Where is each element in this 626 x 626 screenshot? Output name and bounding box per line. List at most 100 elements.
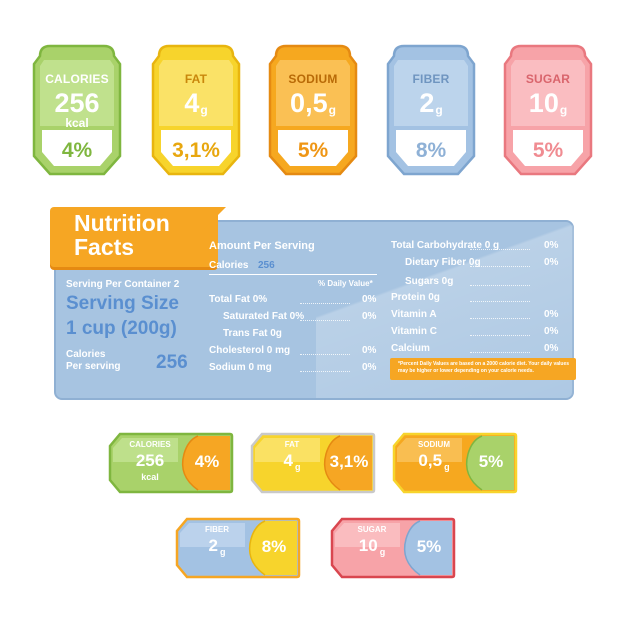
nutrient-row-label: Calcium — [391, 343, 430, 354]
badge-value-unit: g — [559, 103, 568, 117]
title-tab-fold — [204, 207, 226, 229]
nutrient-row-label: Dietary Fiber 0g — [405, 257, 481, 268]
badge-shield-sugar — [503, 44, 593, 176]
nutrient-row-label: Sodium 0 mg — [209, 362, 272, 373]
row-leader-dots — [300, 303, 350, 304]
calories-row-value: 256 — [258, 260, 275, 271]
row-leader-dots — [470, 285, 530, 286]
pill-percent: 4% — [194, 452, 220, 471]
nutrition-facts-title-box: Nutrition Facts — [50, 207, 218, 267]
badge-sodium: SODIUM 0,5g 5% — [268, 44, 358, 178]
pill-shape-fat — [250, 432, 376, 494]
pill-value: 0,5 g — [406, 451, 462, 472]
badge-label: CALORIES — [45, 72, 109, 86]
pill-value: 10 g — [344, 536, 400, 557]
pill-unit: g — [219, 547, 226, 558]
badge-label: FIBER — [412, 72, 450, 86]
nutrient-row-label: Sugars 0g — [405, 276, 454, 287]
pill-label: FIBER — [205, 525, 229, 534]
pill-unit: g — [444, 462, 450, 473]
pill-shape-sodium — [392, 432, 518, 494]
badge-value: 0,5g — [268, 88, 358, 119]
nutrient-row-percent: 0% — [362, 294, 377, 305]
pill-sodium: SODIUM 0,5 g 5% — [392, 432, 518, 494]
nutrient-row-percent: 0% — [544, 309, 559, 320]
badge-fat: FAT 4g 3,1% — [151, 44, 241, 178]
nutrient-row-percent: 0% — [544, 257, 559, 268]
pill-unit: g — [379, 547, 386, 558]
pill-percent: 5% — [416, 537, 442, 556]
badge-unit: kcal — [65, 116, 89, 130]
nutrient-row-label: Trans Fat 0g — [223, 328, 282, 339]
nutrient-row-percent: 0% — [544, 326, 559, 337]
serving-size-value: 1 cup (200g) — [66, 318, 177, 339]
nutrient-row-percent: 0% — [362, 362, 377, 373]
pill-unit: kcal — [141, 472, 159, 482]
pill-label: FAT — [284, 440, 300, 449]
calories-label-line-1: Calories — [66, 349, 106, 360]
row-leader-dots — [470, 266, 530, 267]
divider-line — [209, 274, 377, 275]
badge-label: SUGAR — [525, 72, 571, 86]
pill-label: CALORIES — [129, 440, 171, 449]
badge-shield-calories — [32, 44, 122, 176]
nutrient-row-percent: 0% — [544, 343, 559, 354]
badge-calories: CALORIES 256 kcal 4% — [32, 44, 122, 178]
row-leader-dots — [300, 371, 350, 372]
row-leader-dots — [470, 249, 530, 250]
pill-percent: 3,1% — [329, 452, 369, 471]
badge-value-unit: g — [435, 103, 443, 117]
row-leader-dots — [300, 320, 350, 321]
badge-value-unit: g — [200, 103, 208, 117]
badge-shield-fiber — [386, 44, 476, 176]
badge-shield-sodium — [268, 44, 358, 176]
pill-value-number: 0,5 — [418, 451, 443, 470]
badge-value-number: 0,5 — [290, 88, 328, 118]
nutrient-row-label: Vitamin C — [391, 326, 437, 337]
pill-fat: FAT 4 g 3,1% — [250, 432, 376, 494]
nutrient-row-percent: 0% — [544, 240, 559, 251]
row-leader-dots — [470, 318, 530, 319]
calories-row-label: Calories — [209, 260, 249, 271]
badge-value: 4g — [151, 88, 241, 119]
pill-label: SODIUM — [418, 440, 450, 449]
serving-per-container: Serving Per Container 2 — [66, 279, 180, 290]
badge-percent: 3,1% — [172, 139, 220, 162]
badge-sugar: SUGAR 10g 5% — [503, 44, 593, 178]
nutrient-row-label: Vitamin A — [391, 309, 437, 320]
badge-fiber: FIBER 2g 8% — [386, 44, 476, 178]
calories-label-line-2: Per serving — [66, 361, 121, 372]
pill-value: 256 — [122, 451, 178, 471]
footnote-box: *Percent Daily Values are based on a 200… — [390, 358, 576, 380]
badge-percent: 5% — [532, 139, 564, 162]
row-leader-dots — [470, 335, 530, 336]
row-leader-dots — [470, 301, 530, 302]
calories-per-serving-value: 256 — [156, 352, 188, 373]
pill-shape-sugar — [330, 517, 456, 579]
pill-value-number: 4 — [283, 451, 293, 470]
badge-value-number: 2 — [419, 88, 435, 118]
pill-value-number: 10 — [358, 536, 378, 555]
badge-percent: 8% — [415, 139, 447, 162]
title-line-1: Nutrition — [74, 210, 170, 236]
nutrient-row-label: Cholesterol 0 mg — [209, 345, 291, 356]
amount-per-serving: Amount Per Serving — [209, 240, 315, 252]
nutrient-row-percent: 0% — [362, 311, 377, 322]
pill-fiber: FIBER 2 g 8% — [175, 517, 301, 579]
nutrient-row-percent: 0% — [362, 345, 377, 356]
title-line-2: Facts — [74, 234, 135, 260]
pill-shape-calories — [108, 432, 234, 494]
badge-value-number: 256 — [54, 88, 100, 118]
badge-value-number: 4 — [184, 88, 200, 118]
nutrition-facts-title: Nutrition Facts — [74, 211, 170, 259]
badge-shield-fat — [151, 44, 241, 176]
row-leader-dots — [300, 354, 350, 355]
badge-value: 256 — [32, 88, 122, 119]
badge-value: 10g — [503, 88, 593, 119]
badge-percent: 4% — [61, 139, 93, 162]
pill-label: SUGAR — [357, 525, 387, 534]
calories-per-serving-label: Calories Per serving — [66, 349, 120, 373]
footnote-text: *Percent Daily Values are based on a 200… — [398, 361, 570, 374]
